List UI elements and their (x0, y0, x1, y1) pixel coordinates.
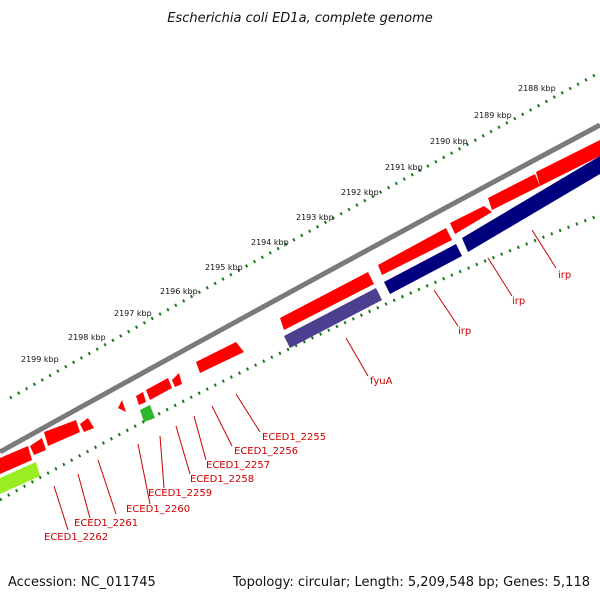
reverse-genes (0, 156, 600, 494)
leader-eced1-2258 (175, 425, 191, 475)
tick-label-2197: 2197 kbp (114, 309, 152, 318)
gene-label-eced1-2258: ECED1_2258 (190, 474, 254, 485)
forward-genes (0, 140, 600, 474)
leader-eced1-2255 (235, 393, 261, 433)
gene-label-eced1-2259: ECED1_2259 (148, 488, 212, 499)
gene-label-irp-2: irp (512, 296, 525, 307)
tick-label-2191: 2191 kbp (385, 163, 423, 172)
tick-label-2189: 2189 kbp (474, 111, 512, 120)
gene-eced1-2260 (118, 400, 126, 412)
leader-irp-3 (433, 289, 459, 327)
tick-label-2198: 2198 kbp (68, 333, 106, 342)
leader-fyua (345, 337, 369, 377)
accession-text: Accession: NC_011745 (8, 575, 156, 590)
leader-eced1-2259 (159, 435, 165, 489)
outer-tick-ring (9, 73, 596, 400)
gene-irp-forward-3 (450, 206, 492, 234)
gene-eced1-2256 (172, 373, 182, 387)
leader-lines (53, 229, 557, 531)
leader-eced1-2261 (97, 459, 117, 515)
gene-label-eced1-2255: ECED1_2255 (262, 432, 326, 443)
gene-irp-forward-2 (488, 174, 540, 210)
gene-label-eced1-2256: ECED1_2256 (234, 446, 298, 457)
gene-left-reverse (0, 462, 40, 494)
gene-eced1-2262-a (44, 420, 80, 446)
tick-labels: 2188 kbp 2189 kbp 2190 kbp 2191 kbp 2192… (21, 84, 556, 364)
gene-eced1-2262-b (30, 438, 46, 455)
gene-eced1-2261 (80, 418, 94, 432)
gene-label-eced1-2262: ECED1_2262 (44, 532, 108, 543)
gene-eced1-2255 (196, 342, 244, 373)
gene-fyua-forward (280, 272, 374, 330)
gene-eced1-2258 (136, 392, 146, 405)
tick-label-2188: 2188 kbp (518, 84, 556, 93)
gene-labels: irp irp irp fyuA ECED1_2255 ECED1_2256 E… (44, 270, 571, 543)
tick-label-2196: 2196 kbp (160, 287, 198, 296)
leader-irp-2 (487, 257, 513, 297)
tick-label-2190: 2190 kbp (430, 137, 468, 146)
leader-eced1-2262-b (53, 485, 69, 531)
gene-label-irp-3: irp (458, 326, 471, 337)
gene-label-eced1-2261: ECED1_2261 (74, 518, 138, 529)
gene-eced1-2257 (146, 378, 172, 400)
leader-eced1-2262-a (77, 473, 91, 519)
genome-backbone (0, 122, 600, 455)
gene-eced1-2259 (140, 405, 155, 422)
map-title: Escherichia coli ED1a, complete genome (167, 11, 433, 26)
inner-tick-ring (0, 213, 600, 502)
gene-irp-forward-4 (378, 228, 452, 275)
gene-left-forward (0, 446, 32, 474)
leader-irp-1 (531, 229, 557, 269)
gene-label-eced1-2260: ECED1_2260 (126, 504, 190, 515)
gene-irp-reverse-2 (384, 244, 462, 294)
gene-label-fyua: fyuA (370, 376, 393, 387)
tick-label-2193: 2193 kbp (296, 213, 334, 222)
gene-irp-reverse-1 (462, 156, 600, 252)
leader-eced1-2257 (193, 415, 207, 461)
tick-label-2195: 2195 kbp (205, 263, 243, 272)
tick-label-2192: 2192 kbp (341, 188, 379, 197)
genome-summary-text: Topology: circular; Length: 5,209,548 bp… (232, 575, 590, 590)
gene-label-irp-1: irp (558, 270, 571, 281)
tick-label-2199: 2199 kbp (21, 355, 59, 364)
leader-eced1-2256 (211, 405, 233, 447)
tick-label-2194: 2194 kbp (251, 238, 289, 247)
leader-eced1-2260 (137, 443, 151, 505)
gene-irp-forward-1 (536, 140, 600, 186)
gene-label-eced1-2257: ECED1_2257 (206, 460, 270, 471)
gene-fyua-reverse (284, 288, 382, 348)
